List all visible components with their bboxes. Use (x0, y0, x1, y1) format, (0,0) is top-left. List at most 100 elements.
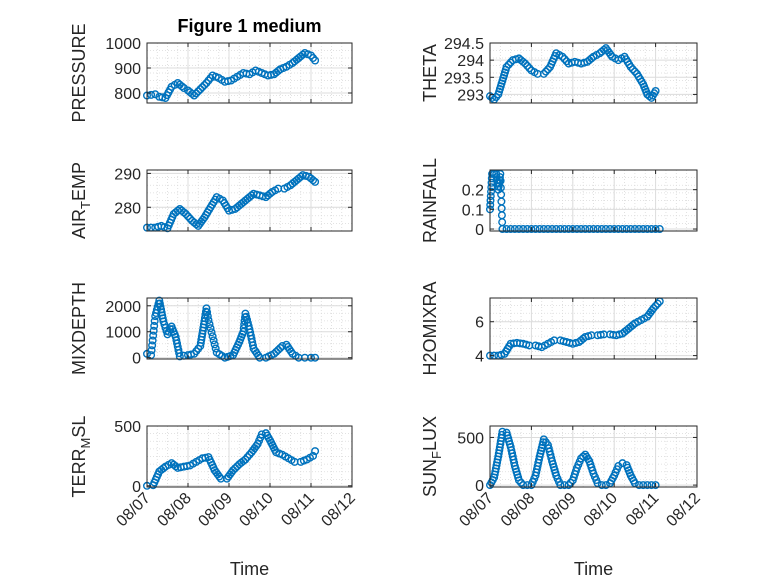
y-axis-label: RAINFALL (420, 158, 440, 243)
data-point (183, 212, 192, 221)
axes-box (489, 425, 698, 488)
data-point (207, 328, 216, 337)
data-point (572, 225, 581, 234)
data-point (519, 225, 528, 234)
data-point (205, 320, 214, 329)
data-point (610, 225, 619, 234)
y-tick-label: 0.2 (462, 183, 484, 200)
data-point (497, 430, 506, 439)
data-point (548, 225, 557, 234)
series-points (142, 296, 320, 362)
y-tick-label: 800 (114, 86, 141, 103)
data-point (643, 225, 652, 234)
y-tick-label: 0 (475, 478, 484, 495)
y-tick-label: 294.5 (444, 36, 484, 53)
grid (146, 425, 353, 488)
data-point (204, 316, 213, 325)
data-point (539, 69, 548, 78)
data-point (486, 196, 495, 205)
data-point (635, 225, 644, 234)
data-point (651, 225, 660, 234)
data-point (626, 63, 635, 72)
data-point (149, 326, 158, 335)
data-point (276, 343, 285, 352)
data-point (311, 177, 320, 186)
data-point (523, 225, 532, 234)
data-point (196, 85, 205, 94)
data-point (519, 481, 528, 490)
data-point (309, 451, 318, 460)
data-point (148, 336, 157, 345)
data-point (498, 225, 507, 234)
y-axis-label: AIRTEMP (69, 162, 93, 239)
data-point (521, 59, 530, 68)
data-point (651, 481, 660, 490)
y-axis-label: MIXDEPTH (69, 282, 89, 375)
y-tick-label: 500 (457, 430, 484, 447)
data-point (655, 225, 664, 234)
data-point (201, 453, 210, 462)
data-point (597, 225, 606, 234)
axes-box (489, 297, 698, 360)
series-points (142, 429, 320, 490)
data-point (597, 481, 606, 490)
data-point (618, 225, 627, 234)
data-point (639, 225, 648, 234)
subplot-3: 280 290 AIRTEMP (69, 162, 353, 239)
subplot-4: 0 0.1 0.2 RAINFALL (420, 158, 698, 243)
data-point (502, 225, 511, 234)
data-point (618, 459, 627, 468)
data-point (211, 344, 220, 353)
data-point (181, 210, 190, 219)
data-point (307, 353, 316, 362)
y-tick-label: 293.5 (444, 70, 484, 87)
data-point (203, 312, 212, 321)
data-point (296, 172, 305, 181)
data-point (203, 308, 212, 317)
data-point (647, 481, 656, 490)
y-tick-label: 4 (475, 349, 484, 366)
data-point (543, 225, 552, 234)
data-point (593, 225, 602, 234)
series-points (486, 297, 664, 360)
data-point (630, 225, 639, 234)
data-point (626, 225, 635, 234)
data-point (149, 331, 158, 340)
data-point (239, 457, 248, 466)
subplot-5: 0 1000 2000 MIXDEPTH (69, 282, 353, 375)
data-point (158, 93, 167, 102)
series-points (486, 169, 664, 234)
y-axis-label: H2OMIXRA (420, 281, 440, 375)
data-point (298, 50, 307, 59)
data-point (651, 86, 660, 95)
data-point (179, 208, 188, 217)
data-point (487, 187, 496, 196)
data-point (630, 479, 639, 488)
y-tick-label: 0.1 (462, 202, 484, 219)
y-axis-label: PRESSURE (69, 23, 89, 122)
data-point (239, 324, 248, 333)
y-tick-label: 294 (457, 53, 484, 70)
data-point (552, 225, 561, 234)
data-point (514, 476, 523, 485)
data-point (541, 67, 550, 76)
data-point (556, 225, 565, 234)
data-point (198, 83, 207, 92)
grid (489, 42, 698, 104)
data-point (535, 225, 544, 234)
data-point (247, 191, 256, 200)
y-axis-label: SUNFLUX (420, 416, 444, 497)
data-point (589, 225, 598, 234)
data-point (231, 464, 240, 473)
data-point (596, 330, 605, 339)
data-point (243, 453, 252, 462)
y-tick-label: 900 (114, 61, 141, 78)
data-point (568, 225, 577, 234)
data-point (150, 321, 159, 330)
y-tick-label: 0 (132, 351, 141, 368)
data-point (151, 90, 160, 99)
data-point (148, 341, 157, 350)
subplot-6: 4 6 H2OMIXRA (420, 281, 698, 376)
data-point (514, 225, 523, 234)
data-point (209, 336, 218, 345)
